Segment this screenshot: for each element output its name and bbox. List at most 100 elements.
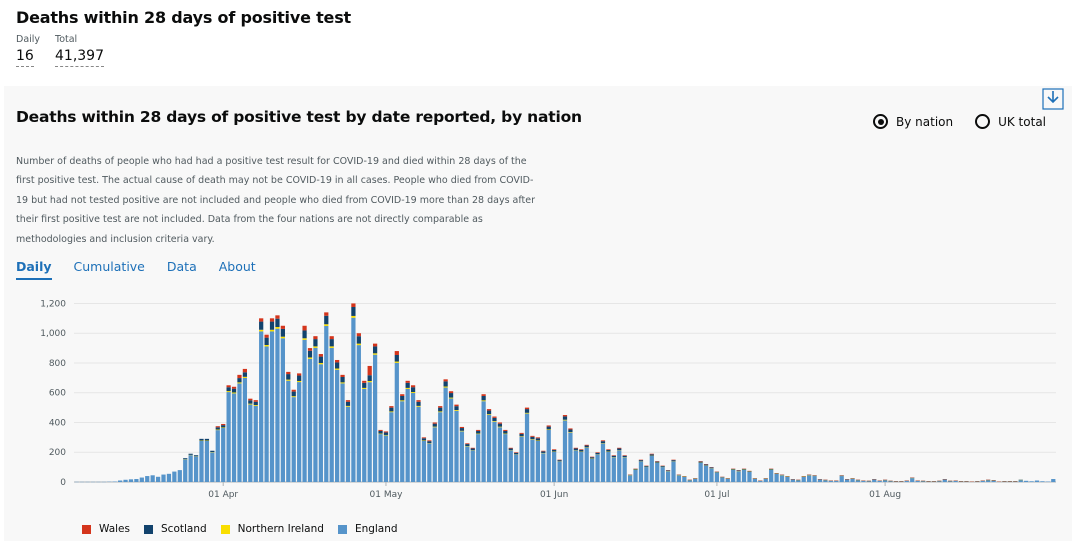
bar-england[interactable]: [476, 434, 481, 482]
bar-northern-ireland[interactable]: [438, 411, 443, 413]
bar-scotland[interactable]: [476, 430, 481, 434]
bar-england[interactable]: [427, 443, 432, 482]
bar-northern-ireland[interactable]: [410, 392, 416, 394]
bar-scotland[interactable]: [351, 307, 356, 316]
bar-wales[interactable]: [394, 351, 399, 355]
bar-northern-ireland[interactable]: [335, 368, 340, 370]
bar-england[interactable]: [590, 458, 595, 482]
bar-england[interactable]: [888, 480, 893, 482]
bar-wales[interactable]: [253, 400, 258, 402]
bar-northern-ireland[interactable]: [297, 380, 302, 383]
bar-wales[interactable]: [383, 431, 389, 433]
bar-scotland[interactable]: [242, 372, 248, 377]
bar-england[interactable]: [329, 347, 334, 482]
bar-northern-ireland[interactable]: [362, 387, 367, 389]
bar-england[interactable]: [541, 453, 546, 482]
bar-england[interactable]: [557, 461, 562, 482]
bar-england[interactable]: [340, 383, 345, 482]
bar-scotland[interactable]: [503, 430, 508, 434]
bar-scotland[interactable]: [655, 461, 660, 463]
tab-cumulative[interactable]: Cumulative: [73, 259, 145, 274]
radio-by-nation[interactable]: By nation: [873, 114, 953, 129]
bar-england[interactable]: [682, 476, 687, 482]
bar-wales[interactable]: [318, 354, 323, 357]
bar-england[interactable]: [546, 429, 551, 482]
bar-england[interactable]: [226, 392, 231, 482]
bar-wales[interactable]: [497, 422, 503, 424]
bar-wales[interactable]: [573, 447, 578, 449]
bar-scotland[interactable]: [769, 468, 774, 470]
bar-england[interactable]: [850, 478, 855, 482]
bar-scotland[interactable]: [584, 445, 589, 448]
bar-england[interactable]: [335, 369, 340, 482]
bar-wales[interactable]: [389, 406, 394, 408]
bar-england[interactable]: [687, 479, 692, 482]
bar-scotland[interactable]: [660, 465, 665, 467]
bar-england[interactable]: [693, 478, 698, 482]
bar-wales[interactable]: [269, 318, 275, 322]
bar-england[interactable]: [714, 472, 720, 482]
bar-scotland[interactable]: [372, 346, 378, 354]
bar-england[interactable]: [779, 475, 785, 482]
bar-england[interactable]: [454, 410, 459, 482]
bar-wales[interactable]: [562, 415, 568, 417]
bar-northern-ireland[interactable]: [340, 382, 345, 384]
bar-wales[interactable]: [519, 432, 524, 434]
bar-england[interactable]: [877, 480, 882, 482]
bar-england[interactable]: [812, 475, 817, 482]
bar-england[interactable]: [269, 331, 275, 482]
daily-value[interactable]: 16: [16, 48, 34, 67]
bar-northern-ireland[interactable]: [313, 346, 318, 348]
bar-northern-ireland[interactable]: [524, 412, 530, 414]
bar-wales[interactable]: [595, 452, 600, 453]
bar-england[interactable]: [986, 479, 991, 482]
bar-northern-ireland[interactable]: [486, 414, 492, 415]
bar-scotland[interactable]: [622, 455, 627, 458]
bar-scotland[interactable]: [470, 448, 475, 451]
bar-england[interactable]: [199, 441, 204, 482]
bar-scotland[interactable]: [514, 452, 519, 455]
bar-wales[interactable]: [335, 359, 340, 363]
bar-wales[interactable]: [215, 426, 220, 428]
bar-northern-ireland[interactable]: [253, 405, 258, 406]
bar-wales[interactable]: [400, 394, 405, 396]
bar-scotland[interactable]: [269, 321, 275, 330]
bar-scotland[interactable]: [709, 467, 714, 469]
bar-england[interactable]: [953, 480, 958, 482]
bar-england[interactable]: [324, 325, 329, 482]
bar-england[interactable]: [872, 479, 877, 482]
bar-scotland[interactable]: [524, 409, 530, 413]
bar-england[interactable]: [627, 475, 633, 482]
bar-northern-ireland[interactable]: [264, 345, 269, 347]
bar-england[interactable]: [367, 382, 372, 482]
bar-northern-ireland[interactable]: [286, 379, 291, 381]
bar-england[interactable]: [118, 480, 123, 482]
bar-wales[interactable]: [454, 404, 459, 407]
bar-england[interactable]: [383, 435, 389, 482]
bar-wales[interactable]: [378, 429, 383, 431]
bar-england[interactable]: [736, 471, 741, 482]
bar-england[interactable]: [231, 393, 237, 482]
bar-wales[interactable]: [286, 371, 291, 375]
bar-wales[interactable]: [313, 336, 318, 340]
bar-scotland[interactable]: [741, 468, 747, 470]
bar-england[interactable]: [622, 457, 627, 482]
bar-england[interactable]: [470, 450, 475, 482]
bar-scotland[interactable]: [335, 362, 340, 369]
bar-scotland[interactable]: [611, 455, 616, 458]
bar-england[interactable]: [937, 480, 942, 482]
bar-scotland[interactable]: [226, 387, 231, 392]
bar-wales[interactable]: [248, 398, 253, 401]
bar-scotland[interactable]: [459, 428, 465, 431]
bar-wales[interactable]: [448, 391, 454, 394]
bar-wales[interactable]: [492, 416, 497, 418]
bar-scotland[interactable]: [438, 407, 443, 412]
bar-scotland[interactable]: [552, 449, 557, 452]
bar-england[interactable]: [964, 481, 969, 482]
bar-england[interactable]: [845, 479, 850, 482]
bar-northern-ireland[interactable]: [562, 419, 568, 421]
bar-scotland[interactable]: [264, 337, 269, 345]
bar-scotland[interactable]: [698, 461, 703, 463]
bar-england[interactable]: [606, 451, 611, 482]
bar-england[interactable]: [931, 481, 937, 482]
